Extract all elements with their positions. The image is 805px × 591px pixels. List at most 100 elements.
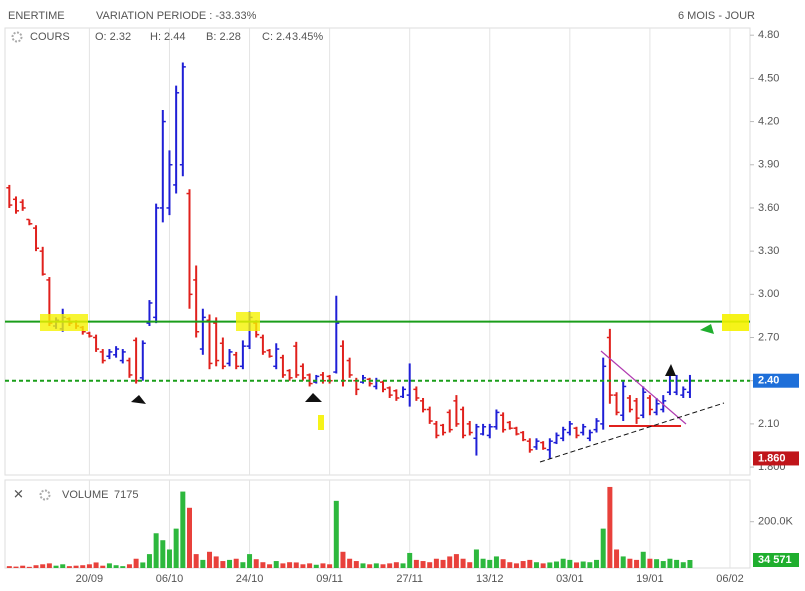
volume-bar (40, 564, 46, 568)
volume-bar (33, 565, 39, 568)
volume-bar (240, 562, 246, 568)
quote-low: B: 2.28 (206, 31, 241, 43)
volume-bar (594, 559, 600, 568)
volume-bar (133, 558, 139, 568)
volume-bar (340, 551, 346, 568)
y-tick-label: 4.50 (758, 72, 779, 84)
volume-bar (313, 564, 319, 568)
legend-label: VOLUME (62, 489, 108, 501)
volume-bar (120, 566, 126, 568)
volume-bar (80, 565, 86, 568)
x-tick-label: 03/01 (556, 573, 584, 585)
volume-bar (500, 559, 506, 568)
volume-bar (173, 528, 179, 568)
volume-bar (614, 549, 620, 568)
volume-bar (607, 486, 613, 568)
volume-bar (333, 500, 339, 568)
volume-legend: ✕ VOLUME 7175 (13, 486, 138, 501)
volume-bar (260, 562, 266, 568)
y-tick-label: 200.0K (758, 516, 794, 528)
y-tick-label: 2.10 (758, 418, 779, 430)
highlight (318, 415, 324, 430)
quote-open: O: 2.32 (95, 31, 131, 43)
x-tick-label: 06/02 (716, 573, 744, 585)
settings-icon[interactable] (39, 489, 51, 501)
volume-bar (300, 564, 306, 568)
volume-bar (373, 563, 379, 568)
y-tick-label: 3.30 (758, 245, 779, 257)
y-tick-label: 2.70 (758, 331, 779, 343)
highlight (40, 314, 88, 331)
volume-bar (267, 564, 273, 568)
volume-bar (280, 563, 286, 568)
volume-bar (253, 559, 259, 568)
y-tick-label: 3.60 (758, 202, 779, 214)
y-tick-label: 4.80 (758, 29, 779, 41)
volume-bar (420, 561, 426, 568)
y-tick-label: 4.20 (758, 115, 779, 127)
quote-high: H: 2.44 (150, 31, 185, 43)
x-tick-label: 27/11 (396, 573, 423, 585)
volume-bar (393, 562, 399, 568)
badge-label: 34 571 (758, 554, 792, 566)
volume-bar (647, 558, 653, 568)
volume-bar (547, 562, 553, 568)
x-tick-label: 13/12 (476, 573, 504, 585)
volume-bar (153, 533, 159, 568)
arrow-marker (131, 395, 146, 404)
volume-bar (140, 562, 146, 568)
volume-bar (560, 558, 566, 568)
volume-bar (413, 559, 419, 568)
y-tick-label: 3.90 (758, 159, 779, 171)
volume-bar (360, 563, 366, 568)
volume-bar (453, 554, 459, 568)
stock-name: ENERTIME (8, 10, 65, 22)
volume-bar (180, 491, 186, 568)
price-badge (753, 451, 799, 466)
volume-bar (293, 562, 299, 568)
volume-bar (507, 562, 513, 568)
volume-bar (400, 563, 406, 568)
arrow-marker (700, 324, 714, 334)
volume-bar (207, 551, 213, 568)
volume-bar (186, 507, 192, 568)
badge-label: 2.40 (758, 375, 779, 387)
close-icon[interactable]: ✕ (13, 486, 24, 501)
x-tick-label: 06/10 (156, 573, 184, 585)
volume-bar (660, 561, 666, 568)
volume-bar (527, 559, 533, 568)
volume-bar (513, 563, 519, 568)
price-badge (753, 552, 799, 567)
volume-bar (60, 564, 66, 568)
volume-bar (86, 564, 92, 568)
volume-bar (113, 565, 119, 568)
volume-bar (627, 558, 633, 568)
legend-value: 7175 (114, 489, 138, 501)
volume-bar (126, 564, 132, 568)
volume-bar (667, 558, 673, 568)
volume-bar (160, 540, 166, 568)
volume-bar (687, 559, 693, 568)
volume-bar (387, 563, 393, 568)
volume-bar (327, 564, 333, 568)
volume-bar (106, 563, 112, 568)
volume-bar (287, 562, 293, 568)
volume-bar (533, 562, 539, 568)
volume-bar (380, 564, 386, 568)
volume-bar (193, 554, 199, 568)
volume-bar (347, 558, 353, 568)
volume-bar (367, 564, 373, 568)
arrow-marker (665, 364, 676, 376)
volume-bar (100, 565, 106, 568)
volume-bar (493, 556, 499, 568)
volume-bar (13, 566, 19, 568)
volume-bar (227, 559, 233, 568)
price-badge (753, 373, 799, 388)
volume-bar (467, 562, 473, 568)
volume-bar (480, 558, 486, 568)
volume-bar (273, 561, 279, 568)
settings-icon[interactable] (11, 31, 23, 43)
volume-bar (26, 566, 32, 568)
arrow-marker (305, 393, 322, 402)
